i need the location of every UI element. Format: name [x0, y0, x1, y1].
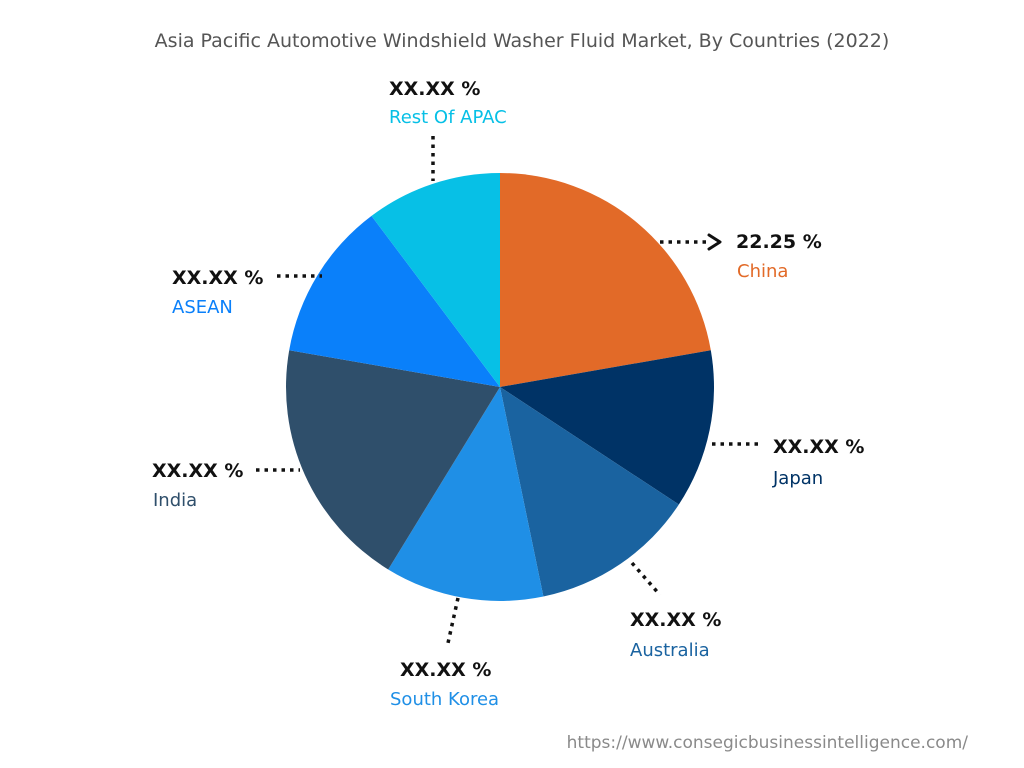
- slice-label-australia: Australia: [630, 640, 710, 661]
- arrow-head-china: [707, 233, 722, 251]
- source-url: https://www.consegicbusinessintelligence…: [567, 733, 969, 753]
- chart-title: Asia Pacific Automotive Windshield Washe…: [155, 30, 890, 52]
- slice-label-japan: Japan: [772, 468, 823, 489]
- slice-value-rest-of-apac: XX.XX %: [389, 78, 480, 100]
- slice-label-rest-of-apac: Rest Of APAC: [389, 107, 507, 128]
- slice-value-south-korea: XX.XX %: [400, 659, 491, 681]
- slice-label-china: China: [737, 261, 788, 282]
- slice-label-south-korea: South Korea: [390, 689, 499, 710]
- slice-value-japan: XX.XX %: [773, 436, 864, 458]
- pie-slice-australia: [500, 387, 679, 597]
- pie-slices: [286, 173, 714, 601]
- slice-value-india: XX.XX %: [152, 460, 243, 482]
- pie-slice-india: [286, 350, 500, 570]
- pie-slice-china: [500, 173, 711, 387]
- slice-value-australia: XX.XX %: [630, 609, 721, 631]
- pie-slice-rest-of-apac: [371, 173, 500, 387]
- leader-lines: [256, 136, 758, 644]
- pie-slice-japan: [500, 350, 714, 505]
- leader-line-south-korea: [446, 597, 460, 644]
- slice-value-china: 22.25 %: [736, 231, 822, 253]
- pie-slice-asean: [289, 215, 500, 387]
- leader-line-australia: [630, 561, 662, 597]
- slice-label-india: India: [153, 490, 197, 511]
- slice-label-asean: ASEAN: [172, 297, 233, 318]
- slice-value-asean: XX.XX %: [172, 267, 263, 289]
- pie-slice-south-korea: [388, 387, 544, 601]
